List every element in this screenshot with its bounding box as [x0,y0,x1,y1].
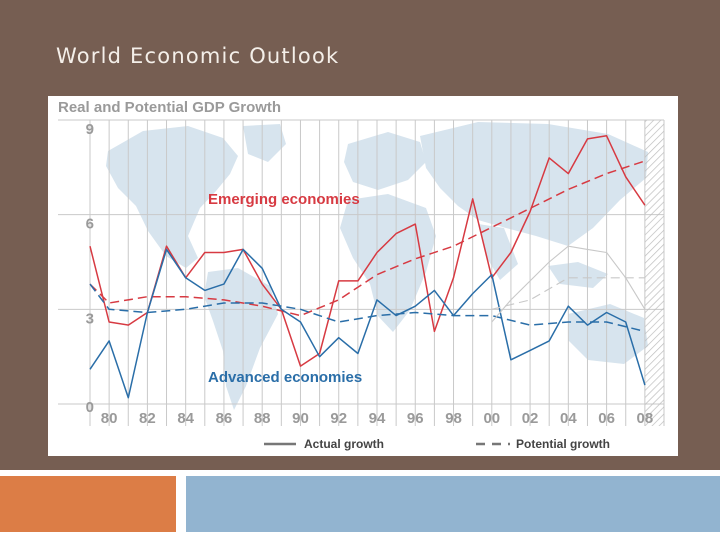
x-tick-label: 86 [216,410,233,427]
series-line-4 [491,245,646,323]
slide-title: World Economic Outlook [56,44,340,68]
chart-title: Real and Potential GDP Growth [58,99,281,116]
map-south-asia [478,224,518,280]
legend: Actual growth Potential growth [264,437,610,451]
y-tick-labels: 0 3 6 9 [86,121,94,416]
horizontal-gridlines [58,119,664,405]
legend-potential-label: Potential growth [516,437,610,451]
x-tick-label: 92 [330,410,347,427]
series-line-2 [89,248,646,399]
map-europe [344,132,426,190]
x-tick-label: 98 [445,410,462,427]
x-tick-label: 06 [598,410,615,427]
advanced-economies-label: Advanced economies [208,369,362,386]
series-line-5 [491,277,645,310]
map-australia [568,304,648,364]
y-tick-label: 6 [86,216,94,233]
series-line-1 [89,160,646,317]
x-tick-label: 08 [637,410,654,427]
map-greenland [243,124,286,162]
orange-footer-block [0,476,176,532]
x-tick-label: 80 [101,410,118,427]
projection-shaded-region [644,120,664,426]
y-tick-label: 0 [86,399,94,416]
y-tick-label: 9 [86,121,94,138]
x-tick-label: 96 [407,410,424,427]
vertical-gridlines [89,120,665,426]
emerging-economies-label: Emerging economies [208,191,360,208]
legend-actual-label: Actual growth [304,437,384,451]
chart-frame: Real and Potential GDP Growth Emerging e… [48,96,678,456]
x-tick-label: 82 [139,410,156,427]
gdp-growth-chart: Real and Potential GDP Growth Emerging e… [58,99,665,451]
series-line-3 [89,283,646,333]
x-tick-label: 88 [254,410,271,427]
x-tick-label: 02 [522,410,539,427]
x-tick-label: 00 [483,410,500,427]
blue-footer-block [186,476,720,532]
x-tick-label: 04 [560,410,577,427]
map-africa [340,194,436,332]
x-tick-labels: 80 82 84 86 88 90 92 94 96 98 00 02 04 06 08 [101,410,653,427]
y-tick-label: 3 [86,310,94,327]
x-tick-label: 90 [292,410,309,427]
series-lines [89,135,646,399]
x-tick-label: 94 [369,410,386,427]
x-tick-label: 84 [177,410,194,427]
